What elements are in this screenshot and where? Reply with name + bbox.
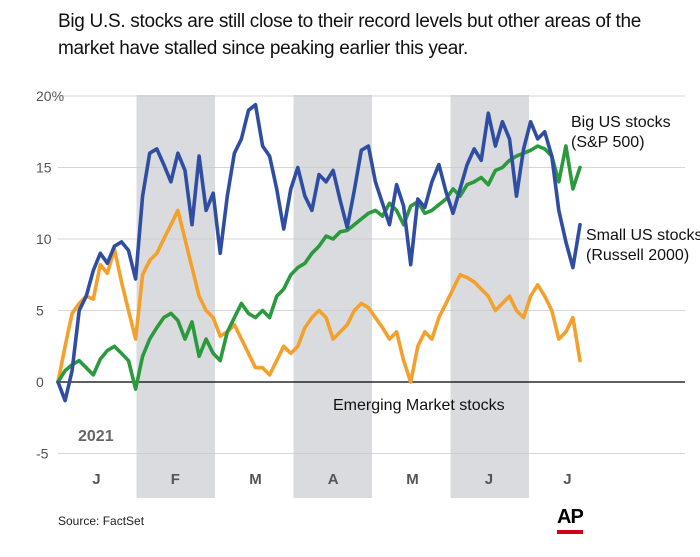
month-label-3: A — [328, 471, 339, 488]
series-lines — [56, 102, 582, 403]
month-label-5: J — [485, 471, 493, 488]
ap-logo: AP — [557, 506, 584, 528]
y-axis-ticks: -5 0 5 10 15 20% — [36, 88, 64, 462]
series-line-small_us — [56, 144, 582, 391]
y-tick-label: -5 — [36, 446, 49, 462]
year-label: 2021 — [78, 428, 114, 445]
series-label-big_us: (S&P 500) — [571, 134, 645, 151]
series-label-small_us: (Russell 2000) — [586, 247, 689, 264]
series-label-small_us: Small US stocks — [586, 227, 700, 244]
ap-logo-bar — [557, 530, 583, 534]
month-label-0: J — [92, 471, 100, 488]
month-label-1: F — [171, 471, 180, 488]
month-label-4: M — [406, 471, 419, 488]
series-line-big_us — [56, 102, 582, 403]
y-tick-label: 0 — [36, 374, 44, 390]
y-tick-label: 15 — [36, 160, 52, 176]
series-label-big_us: Big US stocks — [571, 114, 671, 131]
y-tick-label: 5 — [36, 303, 44, 319]
y-tick-label: 20% — [36, 88, 64, 104]
series-labels: Big US stocks (S&P 500) Small US stocks (Ru… — [333, 114, 700, 414]
y-tick-label: 10 — [36, 231, 52, 247]
series-label-emerging: Emerging Market stocks — [333, 397, 505, 414]
series-line-emerging — [56, 208, 582, 384]
month-label-6: J — [563, 471, 571, 488]
source-note: Source: FactSet — [58, 514, 145, 528]
chart-title: Big U.S. stocks are still close to their… — [58, 11, 642, 59]
month-label-2: M — [249, 471, 262, 488]
